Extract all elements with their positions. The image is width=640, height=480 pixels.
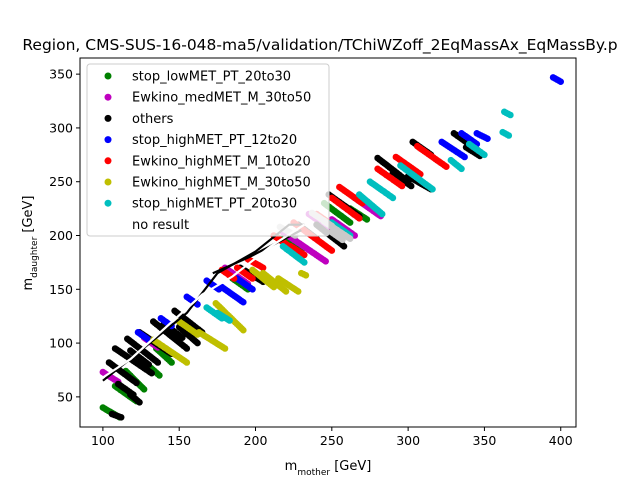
x-tick-label: 400 (549, 433, 573, 448)
series-3 (134, 74, 564, 344)
legend-marker (104, 178, 112, 186)
x-axis: 100 150 200 250 300 350 400 (91, 427, 573, 448)
data-point (443, 163, 450, 170)
data-point (156, 372, 163, 379)
data-point (249, 286, 256, 293)
legend-marker (104, 199, 112, 207)
data-point (226, 317, 233, 324)
y-tick-label: 100 (49, 336, 73, 351)
data-point (389, 194, 397, 202)
legend-label: Ewkino_medMET_M_30to50 (132, 91, 311, 106)
chart-title: Region, CMS-SUS-16-048-ma5/validation/TC… (22, 36, 617, 55)
data-point (145, 361, 152, 368)
x-tick-label: 150 (167, 433, 191, 448)
y-axis-label: mdaughter [GeV] (21, 195, 40, 290)
data-point (194, 339, 201, 347)
legend-label: others (132, 112, 174, 127)
data-point (183, 359, 191, 366)
data-point (301, 259, 308, 266)
data-point (282, 288, 290, 295)
data-point (340, 243, 348, 250)
data-point (136, 399, 143, 406)
data-point (133, 379, 140, 387)
plot-frame (79, 57, 577, 428)
legend-marker (104, 114, 112, 122)
data-point (140, 386, 148, 393)
legend-label: Ewkino_highMET_M_30to50 (132, 176, 311, 191)
line-layer (102, 223, 305, 382)
data-point (322, 258, 330, 265)
series-5 (150, 266, 310, 366)
legend-marker (104, 157, 112, 165)
legend-label: stop_lowMET_PT_20to30 (132, 70, 291, 85)
data-point (346, 219, 354, 226)
data-point (505, 132, 513, 139)
data-point (461, 153, 468, 161)
data-point (481, 151, 488, 159)
data-point (398, 182, 406, 190)
data-point (557, 78, 564, 85)
legend: stop_lowMET_PT_20to30 Ewkino_medMET_M_30t… (86, 63, 330, 237)
data-point (378, 210, 386, 218)
data-layer (99, 74, 564, 421)
data-point (240, 326, 247, 334)
data-point (346, 235, 354, 242)
legend-label: no result (132, 218, 189, 233)
data-point (302, 272, 310, 279)
data-point (183, 345, 191, 352)
y-tick-label: 50 (57, 389, 73, 404)
data-point (429, 185, 436, 193)
y-tick-label: 250 (49, 174, 73, 189)
data-point (351, 232, 359, 239)
legend-box (86, 63, 330, 237)
data-point (301, 251, 308, 259)
data-point (148, 369, 155, 377)
data-point (339, 236, 346, 244)
data-point (117, 414, 125, 421)
legend-marker (104, 72, 112, 80)
x-tick-label: 200 (244, 433, 268, 448)
legend-marker (104, 136, 112, 144)
data-point (507, 111, 514, 119)
y-axis: 50 100 150 200 250 300 350 (49, 67, 80, 404)
x-tick-label: 100 (91, 433, 115, 448)
data-point (294, 288, 302, 295)
x-tick-label: 350 (473, 433, 497, 448)
data-point (356, 215, 363, 222)
data-point (179, 334, 186, 342)
data-point (249, 275, 256, 282)
data-point (484, 135, 491, 142)
y-tick-label: 200 (49, 228, 73, 243)
y-tick-label: 300 (49, 120, 73, 135)
data-point (154, 359, 162, 366)
data-point (458, 165, 465, 173)
y-tick-label: 350 (49, 67, 73, 82)
data-point (168, 359, 175, 366)
x-tick-label: 250 (320, 433, 344, 448)
y-tick-label: 150 (49, 282, 73, 297)
data-point (363, 216, 371, 223)
legend-label: stop_highMET_PT_20to30 (132, 197, 297, 212)
data-point (328, 247, 336, 254)
data-point (221, 345, 229, 352)
series-6 (203, 108, 514, 324)
x-tick-label: 300 (396, 433, 420, 448)
legend-label: stop_highMET_PT_12to20 (132, 133, 297, 148)
data-point (407, 182, 415, 190)
overlay-line-2 (102, 223, 305, 379)
legend-label: Ewkino_highMET_M_10to20 (132, 154, 311, 169)
data-point (240, 298, 247, 306)
data-point (259, 264, 267, 272)
legend-marker (104, 93, 112, 101)
x-axis-label: mmother [GeV] (285, 459, 372, 478)
